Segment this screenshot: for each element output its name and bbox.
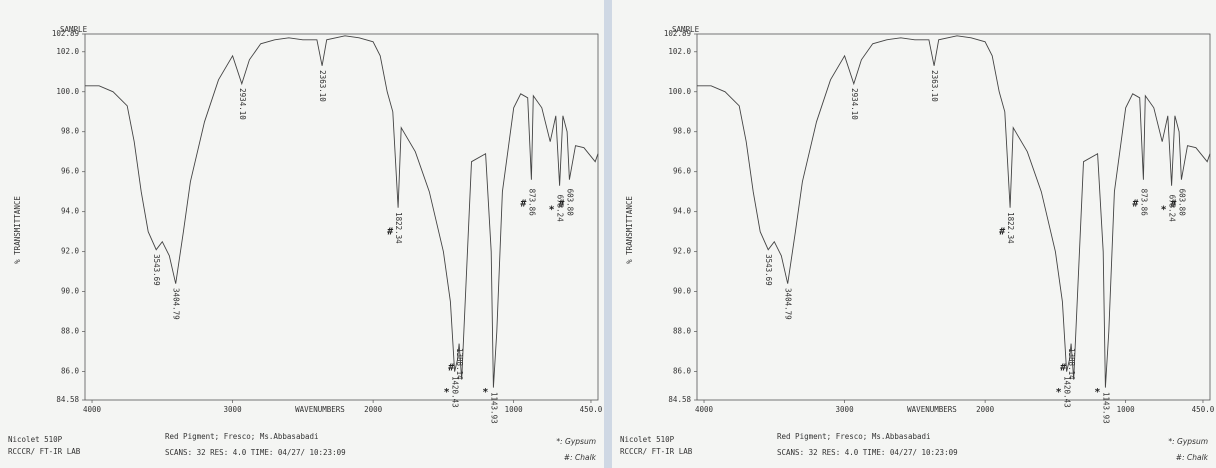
peak-label: 603.80 [565, 189, 574, 217]
peak-label: 1420.43 [1063, 376, 1072, 408]
peak-label: 3404.79 [784, 288, 793, 320]
peak-label: 1143.93 [489, 392, 498, 424]
x-tick-label: 2000 [976, 405, 995, 414]
peak-label: 603.80 [1177, 189, 1186, 217]
legend-entry: *: Gypsum [1168, 437, 1208, 446]
peak-label: 2363.10 [930, 70, 939, 102]
peak-marker: # [448, 363, 454, 374]
y-tick-label: 102.0 [668, 47, 691, 56]
y-tick-label: 86.0 [673, 367, 692, 376]
peak-label: 3543.69 [152, 254, 161, 286]
peak-marker: # [1060, 363, 1066, 374]
y-tick-label: 92.0 [61, 247, 80, 256]
y-tick-label: 102.89 [52, 29, 79, 38]
plot-frame [84, 33, 599, 401]
sample-name: Red Pigment; Fresco; Ms.Abbasabadi [165, 432, 319, 441]
y-axis-label: % TRANSMITTANCE [625, 196, 634, 264]
y-tick-label: 84.58 [668, 395, 691, 404]
x-tick-label: 4000 [83, 405, 102, 414]
y-tick-label: 94.0 [61, 207, 80, 216]
y-axis-label: % TRANSMITTANCE [13, 196, 22, 264]
peak-marker: # [1170, 199, 1176, 210]
peak-marker: # [387, 227, 393, 238]
x-axis-label: WAVENUMBERS [907, 405, 957, 414]
peak-marker: * [1094, 387, 1100, 398]
spectrum-line [85, 35, 599, 388]
y-tick-label: 88.0 [673, 327, 692, 336]
peak-label: 2934.10 [238, 88, 247, 120]
legend-entry: #: Chalk [1176, 453, 1209, 462]
y-tick-label: 88.0 [61, 327, 80, 336]
y-tick-label: 84.58 [56, 395, 79, 404]
y-tick-label: 96.0 [61, 167, 80, 176]
scan-info: SCANS: 32 RES: 4.0 TIME: 04/27/ 10:23:09 [777, 448, 958, 457]
y-tick-label: 92.0 [673, 247, 692, 256]
chart-title: SAMPLE [60, 25, 88, 34]
x-tick-label: 2000 [364, 405, 383, 414]
peak-label: 873.86 [527, 189, 536, 217]
y-tick-label: 98.0 [673, 127, 692, 136]
x-tick-label: 450.0 [1192, 405, 1215, 414]
y-tick-label: 98.0 [61, 127, 80, 136]
y-tick-label: 86.0 [61, 367, 80, 376]
sample-name: Red Pigment; Fresco; Ms.Abbasabadi [777, 432, 931, 441]
x-tick-label: 3000 [836, 405, 855, 414]
peak-label: 873.86 [1139, 189, 1148, 217]
legend-entry: *: Gypsum [556, 437, 596, 446]
peak-marker: # [999, 227, 1005, 238]
x-tick-label: 4000 [695, 405, 714, 414]
x-tick-label: 1000 [505, 405, 524, 414]
y-tick-label: 96.0 [673, 167, 692, 176]
peak-label: 1420.43 [451, 376, 460, 408]
peak-marker: # [1132, 199, 1138, 210]
peak-marker: * [549, 205, 555, 216]
peak-label: 673.24 [556, 195, 565, 223]
spectrum-printout: SAMPLE WAVENUMBERS % TRANSMITTANCE 84.58 86.… [612, 0, 1216, 468]
plot-frame [696, 33, 1211, 401]
peak-label: 1822.34 [394, 212, 403, 244]
legend-entry: #: Chalk [564, 453, 597, 462]
peak-label: 1388.14 [1067, 348, 1076, 380]
chart-title: SAMPLE [672, 25, 700, 34]
lab: RCCCR/ FT-IR LAB [620, 447, 693, 456]
lab: RCCCR/ FT-IR LAB [8, 447, 81, 456]
x-tick-label: 1000 [1117, 405, 1136, 414]
y-tick-label: 100.0 [668, 87, 691, 96]
peak-label: 673.24 [1168, 195, 1177, 223]
peak-label: 3543.69 [764, 254, 773, 286]
x-tick-label: 450.0 [580, 405, 603, 414]
peak-label: 1388.14 [455, 348, 464, 380]
instrument: Nicolet 510P [620, 435, 675, 444]
peak-label: 3404.79 [172, 288, 181, 320]
spectrum-printout: SAMPLE WAVENUMBERS % TRANSMITTANCE 84.58 86.… [0, 0, 604, 468]
y-tick-label: 94.0 [673, 207, 692, 216]
y-tick-label: 90.0 [61, 287, 80, 296]
spectrum-line [697, 35, 1211, 388]
peak-label: 2934.10 [850, 88, 859, 120]
peak-marker: * [444, 387, 450, 398]
y-tick-label: 90.0 [673, 287, 692, 296]
peak-marker: * [482, 387, 488, 398]
y-tick-label: 102.89 [664, 29, 691, 38]
peak-label: 2363.10 [318, 70, 327, 102]
scan-info: SCANS: 32 RES: 4.0 TIME: 04/27/ 10:23:09 [165, 448, 346, 457]
peak-marker: # [520, 199, 526, 210]
peak-marker: # [558, 199, 564, 210]
y-tick-label: 100.0 [56, 87, 79, 96]
peak-label: 1822.34 [1006, 212, 1015, 244]
peak-marker: * [1056, 387, 1062, 398]
x-axis-label: WAVENUMBERS [295, 405, 345, 414]
peak-marker: * [1161, 205, 1167, 216]
peak-label: 1143.93 [1101, 392, 1110, 424]
instrument: Nicolet 510P [8, 435, 63, 444]
x-tick-label: 3000 [224, 405, 243, 414]
y-tick-label: 102.0 [56, 47, 79, 56]
